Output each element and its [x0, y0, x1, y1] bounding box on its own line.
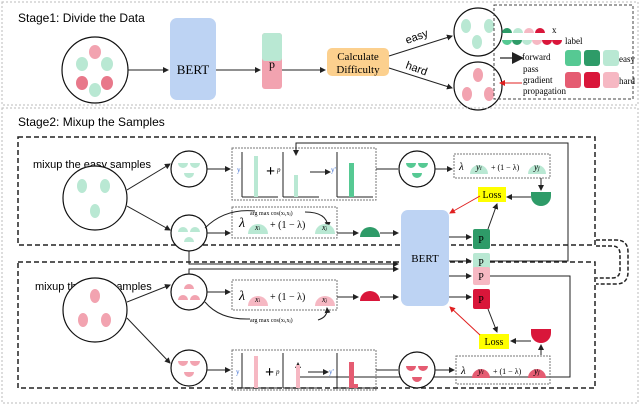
calc-label-2: Difficulty: [336, 64, 380, 76]
svg-text:Loss: Loss: [485, 337, 504, 348]
chart-y: y: [237, 166, 241, 174]
svg-text:yi: yi: [475, 162, 482, 172]
one-minus-lambda: + (1 − λ): [491, 163, 520, 172]
svg-text:xj: xj: [321, 223, 328, 232]
lambda: λ: [458, 161, 464, 173]
easy-title: mixup the easy samples: [33, 159, 151, 171]
calc-label-1: Calculate: [337, 51, 379, 63]
svg-text:+: +: [265, 364, 274, 381]
mixed-input-hard: [360, 291, 380, 301]
legend-propagation: propagation: [523, 86, 566, 96]
easy-mixup-box: [17, 136, 596, 246]
p-mixed-easy: [473, 229, 490, 249]
svg-text:y': y': [329, 368, 334, 376]
loop-connector: [596, 239, 629, 285]
chart-p: p: [276, 166, 281, 174]
bert-stage2: [401, 210, 449, 306]
hard-label: hard: [404, 60, 429, 79]
svg-text:p: p: [275, 368, 280, 376]
svg-text:λ: λ: [460, 365, 466, 377]
bert-stage1: [170, 18, 216, 100]
mixed-input-easy: [360, 227, 380, 237]
stage2-panel: Stage2: Mixup the Samples mixup the easy…: [1, 107, 639, 404]
legend-pass: pass: [523, 64, 539, 74]
easy-label-mix-chart: [231, 147, 377, 201]
svg-text:+ (1 − λ): + (1 − λ): [270, 220, 305, 231]
easy-samples-circle: [62, 165, 128, 231]
svg-text:y: y: [236, 368, 240, 376]
legend-gradient: gradient: [523, 75, 553, 85]
mixed-label-easy: [531, 192, 551, 206]
stage1-title: Stage1: Divide the Data: [18, 11, 145, 25]
loss-hard: [479, 334, 509, 349]
svg-text:+ (1 − λ): + (1 − λ): [270, 292, 305, 303]
stage2-title: Stage2: Mixup the Samples: [18, 115, 165, 129]
svg-text:+ (1 − λ): + (1 − λ): [493, 367, 522, 376]
p-label: p: [269, 57, 275, 71]
svg-text:yi: yi: [477, 366, 484, 376]
legend-hard: hard: [619, 76, 635, 86]
calculate-difficulty-box: [327, 48, 389, 76]
easy-input-formula: λ xi + (1 − λ) xj: [231, 206, 338, 239]
dataset-samples: [76, 45, 113, 97]
legend-easy: easy: [619, 54, 635, 64]
svg-text:xi: xi: [254, 295, 261, 304]
svg-text:arg max cos(xi,xj): arg max cos(xi,xj): [250, 317, 293, 324]
legend-forward: forward: [522, 52, 551, 62]
p-hard: [473, 267, 490, 285]
svg-text:λ: λ: [238, 289, 245, 304]
plus-icon: +: [266, 163, 275, 180]
p-mixed-hard: [473, 289, 490, 309]
mixed-label-hard: [531, 329, 551, 343]
hard-samples-circle: [62, 277, 128, 343]
svg-text:λ: λ: [238, 216, 245, 231]
loss-easy: [478, 187, 506, 202]
easy-label-formula: λ yi + (1 − λ) yj: [453, 153, 551, 179]
svg-text:yj: yj: [533, 366, 540, 376]
svg-text:P: P: [478, 295, 484, 306]
svg-text:xj: xj: [321, 295, 328, 304]
svg-text:xi: xi: [254, 223, 261, 232]
hard-label-formula: λ yi + (1 − λ) yj: [455, 355, 551, 385]
chart-yprime: y': [331, 166, 336, 174]
svg-text:arg max cos(xi,xj): arg max cos(xi,xj): [250, 210, 293, 217]
hard-input-formula: λ xi + (1 − λ) xj: [231, 279, 338, 311]
bert-label: BERT: [177, 62, 210, 77]
loss-label: Loss: [483, 190, 502, 201]
legend-x: x: [552, 25, 557, 35]
legend-label: label: [565, 36, 583, 46]
svg-text:yj: yj: [533, 162, 540, 172]
bert-stage2-label: BERT: [411, 253, 439, 265]
svg-text:P: P: [478, 235, 484, 246]
svg-text:P: P: [478, 258, 484, 269]
hard-mixup-box: [17, 261, 596, 389]
stage1-panel: Stage1: Divide the Data BERT p Calculate…: [1, 1, 639, 111]
p-easy: [473, 253, 490, 270]
svg-text:P: P: [478, 272, 484, 283]
legend: x label forward pass gradient propagatio…: [493, 4, 635, 100]
